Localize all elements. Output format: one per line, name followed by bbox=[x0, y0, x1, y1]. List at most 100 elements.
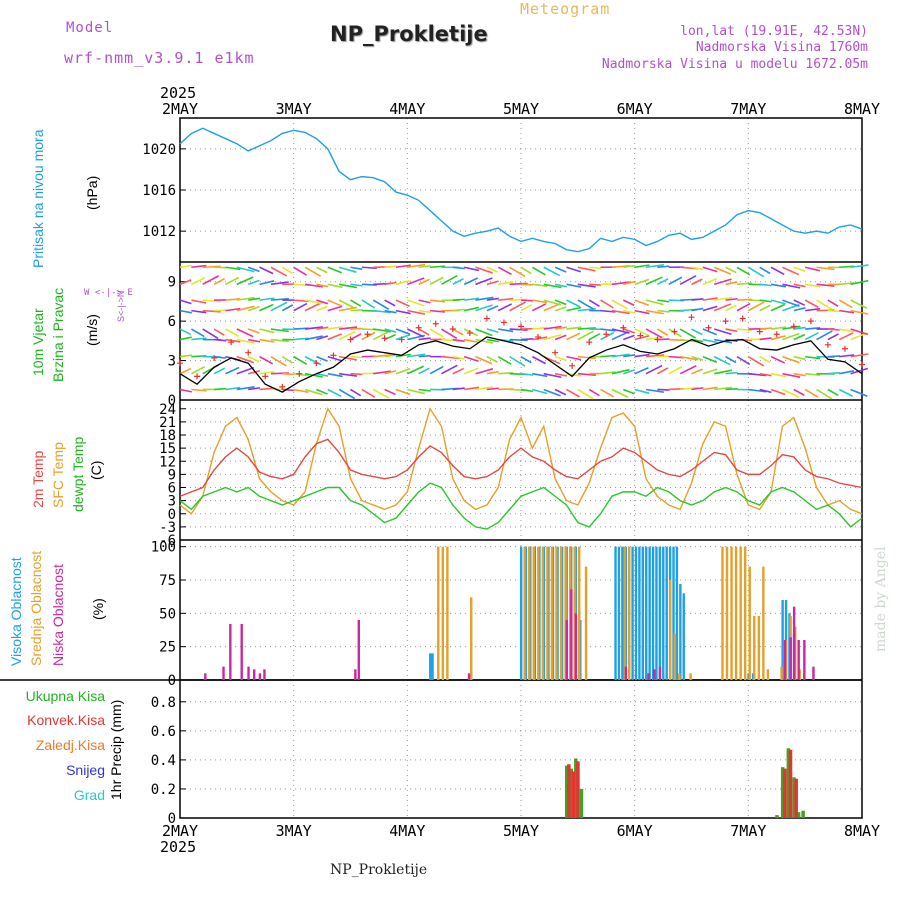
wind-barb bbox=[770, 335, 786, 341]
wind-barb bbox=[827, 299, 839, 308]
wind-barb bbox=[293, 388, 309, 394]
wind-barb bbox=[747, 266, 765, 278]
wind-barb bbox=[782, 283, 801, 289]
wind-barb bbox=[816, 266, 835, 271]
cloud-bar bbox=[748, 566, 751, 680]
wind-barb bbox=[634, 264, 650, 269]
wind-barb bbox=[850, 309, 869, 315]
wind-barb bbox=[543, 333, 562, 341]
wind-barb bbox=[611, 281, 630, 286]
wind-barb bbox=[509, 372, 528, 376]
temp-unit-label: (C) bbox=[88, 460, 104, 480]
cloud-bar bbox=[678, 673, 681, 680]
wind-barb bbox=[668, 365, 683, 375]
wind-compass-we: W <-|-> E bbox=[84, 288, 133, 298]
cloud-bar bbox=[354, 669, 357, 680]
wind-barb bbox=[691, 368, 703, 375]
wind-barb bbox=[520, 355, 532, 364]
precip-bar bbox=[786, 748, 791, 818]
wind-barb bbox=[498, 297, 514, 301]
wind-barb bbox=[702, 368, 718, 375]
wind-barb bbox=[475, 304, 493, 312]
wind-barb bbox=[225, 338, 241, 343]
wind-barb bbox=[509, 266, 526, 278]
cloud-bar bbox=[721, 546, 724, 680]
wind-gust-marker bbox=[177, 360, 183, 367]
wind-barb bbox=[236, 386, 255, 391]
wind-barb bbox=[600, 309, 616, 313]
x-tick-label-bottom: 7MAY bbox=[730, 822, 766, 840]
wind-barb bbox=[384, 369, 397, 375]
wind-barb bbox=[350, 308, 363, 312]
wind-barb bbox=[532, 388, 548, 395]
wind-barb bbox=[747, 355, 765, 367]
wind-barb bbox=[805, 307, 821, 312]
wind-gust-marker bbox=[279, 383, 286, 390]
wind-barb bbox=[680, 266, 699, 270]
wind-barb bbox=[714, 338, 733, 344]
wind-barb bbox=[759, 337, 772, 341]
wind-barb bbox=[395, 264, 411, 269]
wind-barb bbox=[850, 353, 869, 358]
wind-barb bbox=[782, 372, 801, 379]
wind-barb bbox=[475, 338, 494, 344]
cloud-bar bbox=[564, 546, 567, 680]
cloud-bar bbox=[798, 669, 801, 680]
cloud-bar bbox=[229, 624, 232, 680]
wind-barb bbox=[611, 388, 629, 398]
precip-bar bbox=[796, 812, 801, 818]
cloud-bar bbox=[747, 673, 750, 680]
wind-barb bbox=[475, 296, 494, 301]
wind-barb bbox=[384, 328, 397, 333]
wind-barb bbox=[554, 388, 567, 396]
y-tick-label: 9 bbox=[168, 467, 176, 483]
wind-barb bbox=[407, 299, 425, 307]
wind-barb bbox=[498, 338, 514, 343]
wind-barb bbox=[247, 279, 260, 286]
cloud-bar bbox=[628, 546, 631, 680]
wind-barb bbox=[838, 332, 854, 341]
wind-barb bbox=[747, 301, 765, 312]
wind-barb bbox=[486, 305, 499, 312]
wind-barb bbox=[748, 299, 767, 302]
wind-barb bbox=[418, 299, 431, 304]
wind-barb bbox=[725, 328, 738, 333]
wind-barb bbox=[509, 282, 528, 286]
wind-compass-ns: S<-|->N bbox=[116, 290, 126, 322]
wind-barb bbox=[373, 282, 392, 286]
wind-barb bbox=[702, 338, 718, 344]
wind-gust-marker bbox=[313, 360, 320, 367]
wind-barb bbox=[805, 283, 821, 288]
cloud-bar bbox=[470, 597, 473, 680]
wind-barb bbox=[634, 278, 650, 286]
wind-barb bbox=[327, 326, 343, 330]
wind-barb bbox=[679, 355, 698, 361]
wind-barb bbox=[725, 355, 737, 364]
cloud-bar bbox=[730, 546, 733, 680]
wind-barb bbox=[418, 278, 430, 286]
cloud-bar bbox=[739, 546, 742, 680]
wind-barb bbox=[588, 333, 601, 341]
wind-barb bbox=[691, 355, 704, 361]
wind-barb bbox=[850, 388, 868, 398]
wind-barb bbox=[179, 264, 192, 269]
wind-gust-marker bbox=[364, 331, 371, 338]
wind-barb bbox=[259, 338, 275, 343]
cloud-bar bbox=[803, 673, 806, 680]
wind-barb bbox=[339, 326, 358, 330]
wind-unit-label: (m/s) bbox=[84, 314, 100, 346]
wind-barb bbox=[270, 372, 289, 375]
cloud-bar bbox=[570, 546, 573, 680]
cloud-bar bbox=[647, 673, 650, 680]
wind-barb bbox=[464, 297, 480, 301]
wind-barb bbox=[691, 328, 703, 336]
wind-barb bbox=[350, 355, 363, 359]
wind-barb bbox=[532, 326, 548, 330]
wind-barb bbox=[520, 283, 534, 286]
wind-barb bbox=[247, 328, 260, 334]
y-tick-label: 1020 bbox=[142, 142, 176, 158]
wind-barb bbox=[623, 388, 635, 395]
precip-legend-frozen: Zaledj.Kisa bbox=[35, 737, 105, 753]
wind-gust-marker bbox=[824, 341, 831, 348]
wind-barb bbox=[179, 309, 192, 314]
